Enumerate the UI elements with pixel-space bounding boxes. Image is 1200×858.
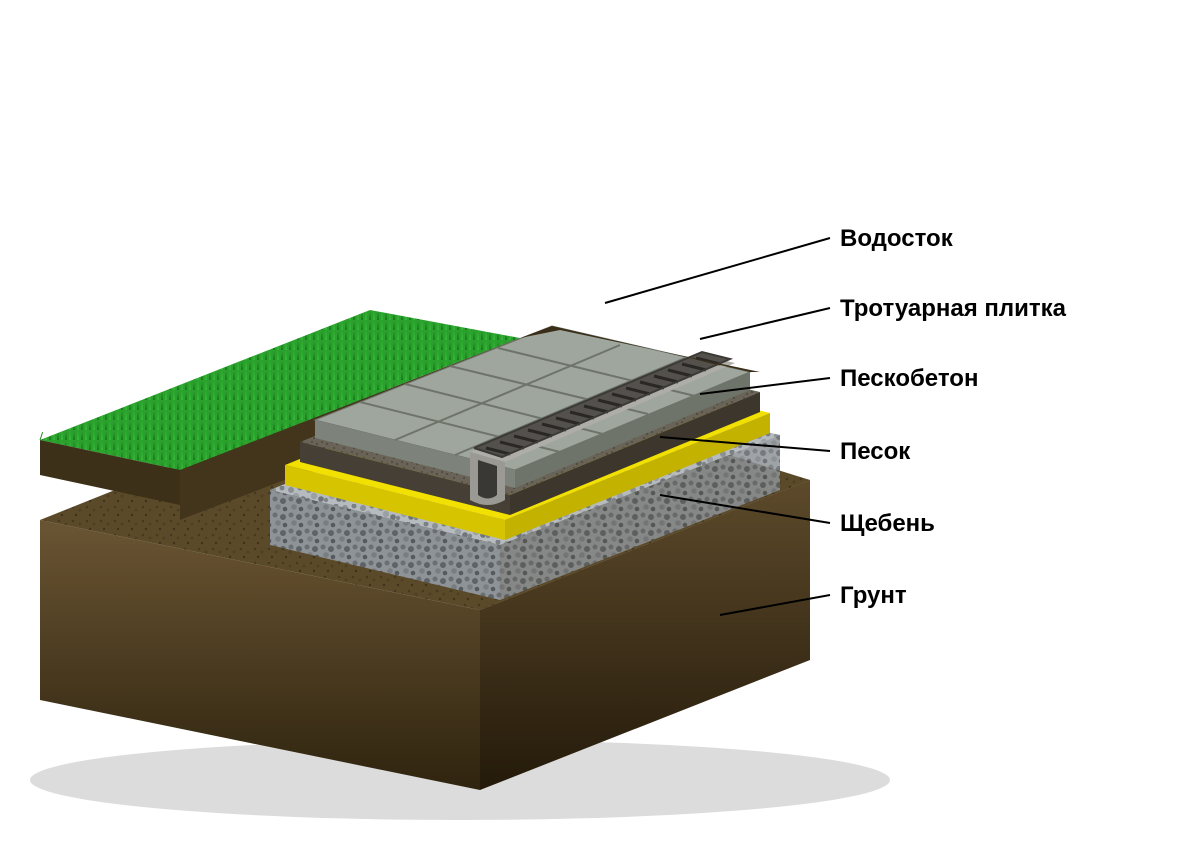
label-gravel: Щебень [840,510,935,538]
label-sandconcrete: Пескобетон [840,365,978,393]
diagram-stage: Водосток Тротуарная плитка Пескобетон Пе… [0,0,1200,858]
grass-crest [40,433,43,441]
label-sand: Песок [840,438,910,466]
label-drain: Водосток [840,225,953,253]
layers-cutaway-svg [0,0,1200,858]
label-pavers: Тротуарная плитка [840,295,1066,323]
label-soil: Грунт [840,582,907,610]
